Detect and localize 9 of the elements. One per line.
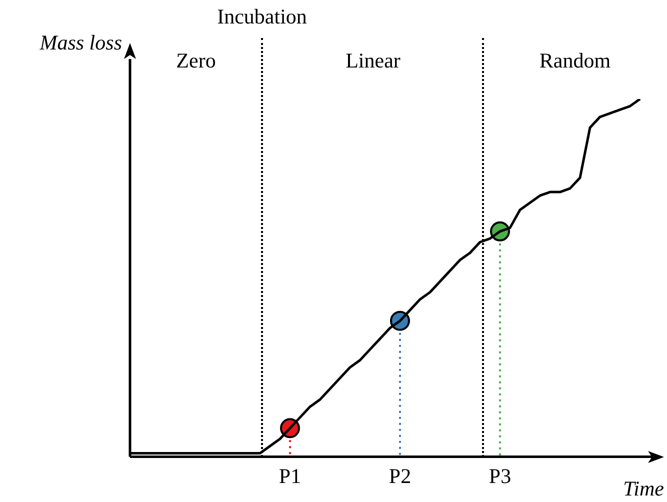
y-axis-title: Mass loss xyxy=(38,30,122,55)
text: Random xyxy=(539,48,611,73)
x-tick-label: P3 xyxy=(488,464,512,488)
x-axis-title: Time xyxy=(623,476,664,501)
x-tick-label: P1 xyxy=(278,464,302,488)
text: Linear xyxy=(346,48,400,73)
text: Incubation xyxy=(217,4,308,29)
x-tick-label: P2 xyxy=(388,464,412,488)
text: Zero xyxy=(176,48,216,73)
